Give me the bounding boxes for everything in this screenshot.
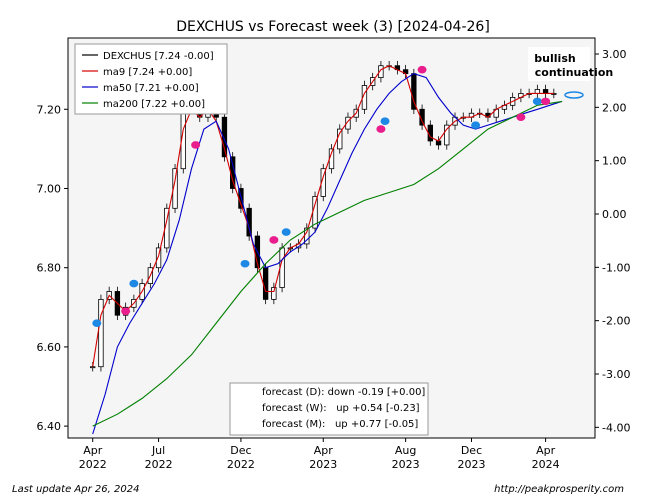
signal-marker [541, 97, 551, 106]
chart-title: DEXCHUS vs Forecast week (3) [2024-04-26… [176, 19, 490, 35]
signal-marker [240, 259, 250, 268]
candle-body [378, 65, 384, 79]
x-tick-year: 2023 [309, 458, 337, 471]
x-tick-label: Dec [461, 444, 482, 457]
signal-marker [532, 97, 542, 106]
signal-marker [281, 228, 291, 236]
legend-dexchus: DEXCHUS [7.24 -0.00] [103, 51, 214, 62]
x-tick-year: 2024 [532, 458, 560, 471]
candle-body [262, 267, 269, 300]
series-line-ma200 [92, 100, 563, 427]
signal-marker [92, 319, 102, 327]
candle-body [271, 287, 277, 300]
candle-body [172, 168, 178, 209]
signal-marker [471, 121, 481, 129]
candle-body [345, 116, 351, 130]
x-tick-label: Jul [151, 444, 165, 457]
footer-url: http://peakprosperity.com [494, 484, 624, 495]
forecast-daily: forecast (D): down -0.19 [+0.00] [262, 387, 425, 398]
annotation-line1: bullish [534, 52, 575, 65]
annotation-line2: continuation [535, 66, 613, 79]
y-tick-label: 7.20 [37, 103, 62, 116]
legend-ma200: ma200 [7.22 +0.00] [103, 99, 205, 110]
signal-marker [417, 65, 427, 74]
y-axis-left: 6.40 6.60 6.80 7.00 7.20 [37, 103, 68, 433]
candle-body [221, 116, 228, 158]
legend-box [74, 43, 228, 115]
annotation-ellipse [564, 91, 584, 99]
footer-last-update: Last update Apr 26, 2024 [12, 484, 139, 495]
x-tick-label: Apr [536, 444, 556, 457]
x-tick-label: Dec [230, 444, 251, 457]
x-tick-year: 2023 [392, 458, 420, 471]
forecast-box-frame [229, 382, 429, 436]
y2-tick-label: -3.00 [602, 368, 630, 381]
y2-tick-label: 1.00 [602, 155, 627, 168]
forecast-weekly: forecast (W): up +0.54 [-0.23] [262, 403, 420, 414]
x-tick-year: 2023 [457, 458, 485, 471]
candle-body [155, 247, 162, 269]
y-tick-label: 6.40 [37, 420, 62, 433]
annotation: bullish continuation [528, 47, 613, 99]
y2-tick-label: 3.00 [602, 48, 627, 61]
signal-marker [269, 236, 279, 244]
y2-tick-label: -4.00 [602, 421, 630, 434]
signal-marker [121, 307, 131, 316]
annotation-box [528, 47, 590, 81]
x-tick-label: Aug [395, 444, 416, 457]
candle-body [444, 124, 450, 146]
y-tick-label: 6.80 [37, 262, 62, 275]
x-tick-label: Apr [314, 444, 334, 457]
x-tick-year: 2022 [79, 458, 107, 471]
x-axis: Apr2022Jul2022Dec2022Apr2023Aug2023Dec20… [79, 438, 560, 471]
candle-body [90, 366, 96, 369]
y-tick-label: 6.60 [37, 341, 62, 354]
forecast-monthly: forecast (M): up +0.77 [-0.05] [262, 419, 418, 430]
signal-marker [129, 279, 139, 288]
y-axis-right: -4.00 -3.00 -2.00 -1.00 0.00 1.00 2.00 3.00 [595, 48, 630, 434]
x-tick-year: 2022 [145, 458, 173, 471]
y-tick-label: 7.00 [37, 182, 62, 195]
series-line-ma50 [92, 72, 563, 435]
y2-tick-label: 2.00 [602, 101, 627, 114]
signal-marker [191, 141, 201, 149]
signal-marker [376, 125, 386, 133]
x-tick-year: 2022 [227, 458, 255, 471]
signal-markers [92, 65, 551, 327]
y2-tick-label: -1.00 [602, 261, 630, 274]
forecast-box: forecast (D): down -0.19 [+0.00] forecas… [229, 382, 429, 436]
y2-tick-label: -2.00 [602, 315, 630, 328]
candle-body [98, 298, 104, 368]
legend: DEXCHUS [7.24 -0.00] ma9 [7.24 +0.00] ma… [74, 43, 228, 115]
series-line-ma9 [92, 65, 554, 367]
x-tick-label: Apr [83, 444, 103, 457]
candle-body [419, 108, 425, 126]
signal-marker [380, 117, 390, 125]
legend-ma50: ma50 [7.21 +0.00] [103, 83, 199, 94]
signal-marker [516, 113, 526, 122]
legend-ma9: ma9 [7.24 +0.00] [103, 67, 192, 78]
y2-tick-label: 0.00 [602, 208, 627, 221]
